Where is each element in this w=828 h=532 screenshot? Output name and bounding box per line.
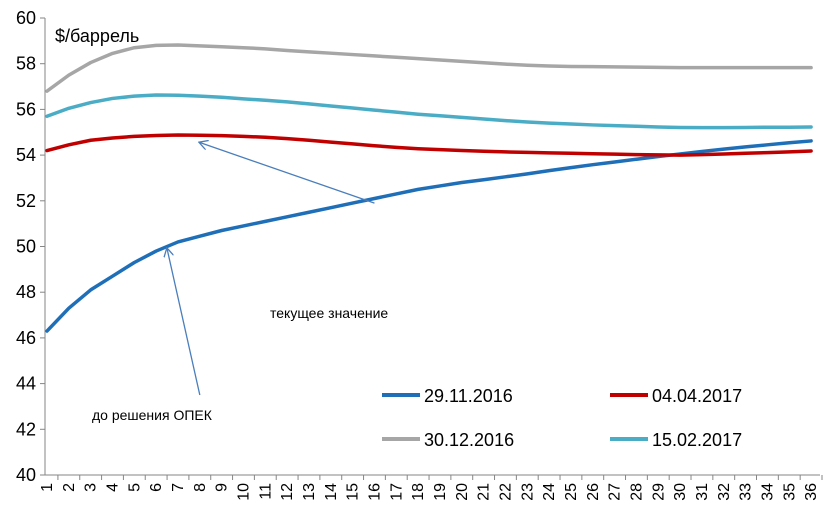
legend-item-series-4: 15.02.2017 bbox=[610, 430, 742, 450]
series-line-2 bbox=[45, 133, 813, 157]
x-tick-label: 24 bbox=[541, 483, 558, 501]
y-tick-label: 54 bbox=[16, 145, 36, 165]
x-tick-label: 6 bbox=[148, 483, 165, 492]
series-line-4 bbox=[45, 93, 813, 130]
x-tick-label: 36 bbox=[803, 483, 820, 501]
y-tick-label: 50 bbox=[16, 237, 36, 257]
x-tick-label: 30 bbox=[672, 483, 689, 501]
x-tick-label: 28 bbox=[628, 483, 645, 501]
series-line-1 bbox=[45, 139, 813, 333]
y-tick-label: 44 bbox=[16, 374, 36, 394]
series-group bbox=[45, 43, 813, 333]
x-tick-label: 16 bbox=[366, 483, 383, 501]
legend-item-series-1: 29.11.2016 bbox=[382, 386, 513, 406]
x-tick-label: 25 bbox=[563, 483, 580, 501]
x-tick-label: 3 bbox=[83, 483, 100, 492]
x-tick-label: 5 bbox=[126, 483, 143, 492]
y-axis-unit-label: $/баррель bbox=[55, 26, 139, 46]
y-tick-label: 56 bbox=[16, 99, 36, 119]
y-tick-label: 52 bbox=[16, 191, 36, 211]
x-tick-label: 9 bbox=[214, 483, 231, 492]
x-tick-label: 21 bbox=[476, 483, 493, 501]
x-axis: 1 2 3 4 5 6 7 8 9 10 11 12 13 14 15 16 17 18 19 20 21 22 23 24 2… bbox=[39, 474, 823, 501]
annotation-label-current-value: текущее значение bbox=[270, 305, 388, 321]
x-tick-label: 7 bbox=[170, 483, 187, 492]
annotation-arrow-1 bbox=[200, 143, 375, 204]
y-tick-label: 40 bbox=[16, 465, 36, 485]
x-tick-label: 14 bbox=[323, 483, 340, 501]
x-tick-label: 23 bbox=[519, 483, 536, 501]
annotation-label-before-opec: до решения ОПЕК bbox=[92, 407, 213, 423]
y-tick-label: 46 bbox=[16, 328, 36, 348]
x-tick-label: 15 bbox=[345, 483, 362, 501]
x-tick-label: 18 bbox=[410, 483, 427, 501]
x-tick-label: 10 bbox=[235, 483, 252, 501]
x-tick-label: 13 bbox=[301, 483, 318, 501]
x-tick-label: 11 bbox=[257, 483, 274, 500]
x-tick-label: 8 bbox=[192, 483, 209, 492]
x-tick-label: 31 bbox=[694, 483, 711, 501]
x-tick-label: 2 bbox=[61, 483, 78, 492]
y-tick-label: 48 bbox=[16, 282, 36, 302]
legend-item-series-2: 04.04.2017 bbox=[610, 386, 742, 406]
x-tick-label: 29 bbox=[650, 483, 667, 501]
x-tick-label: 34 bbox=[759, 483, 776, 501]
legend-label-series-3: 30.12.2016 bbox=[424, 430, 514, 450]
legend: 29.11.2016 04.04.2017 30.12.2016 15.02.2… bbox=[382, 386, 742, 450]
x-tick-label: 35 bbox=[781, 483, 798, 501]
x-tick-label: 26 bbox=[585, 483, 602, 501]
x-tick-label: 12 bbox=[279, 483, 296, 501]
x-tick-label: 27 bbox=[607, 483, 624, 501]
legend-item-series-3: 30.12.2016 bbox=[382, 430, 514, 450]
x-tick-label: 1 bbox=[39, 483, 56, 492]
y-tick-label: 60 bbox=[16, 8, 36, 28]
legend-label-series-4: 15.02.2017 bbox=[652, 430, 742, 450]
annotation-arrow-2 bbox=[167, 249, 201, 396]
legend-label-series-2: 04.04.2017 bbox=[652, 386, 742, 406]
x-tick-label: 20 bbox=[454, 483, 471, 501]
y-tick-label: 42 bbox=[16, 419, 36, 439]
x-tick-label: 4 bbox=[104, 483, 121, 492]
x-tick-label: 22 bbox=[497, 483, 514, 501]
legend-label-series-1: 29.11.2016 bbox=[424, 386, 513, 406]
x-tick-label: 33 bbox=[738, 483, 755, 501]
y-tick-label: 58 bbox=[16, 54, 36, 74]
x-tick-label: 32 bbox=[716, 483, 733, 501]
annotation-group bbox=[167, 143, 375, 396]
x-tick-label: 17 bbox=[388, 483, 405, 501]
series-line-3 bbox=[45, 43, 813, 93]
y-axis: 40 42 44 46 48 50 52 54 56 58 60 bbox=[16, 8, 46, 485]
x-tick-label: 19 bbox=[432, 483, 449, 501]
